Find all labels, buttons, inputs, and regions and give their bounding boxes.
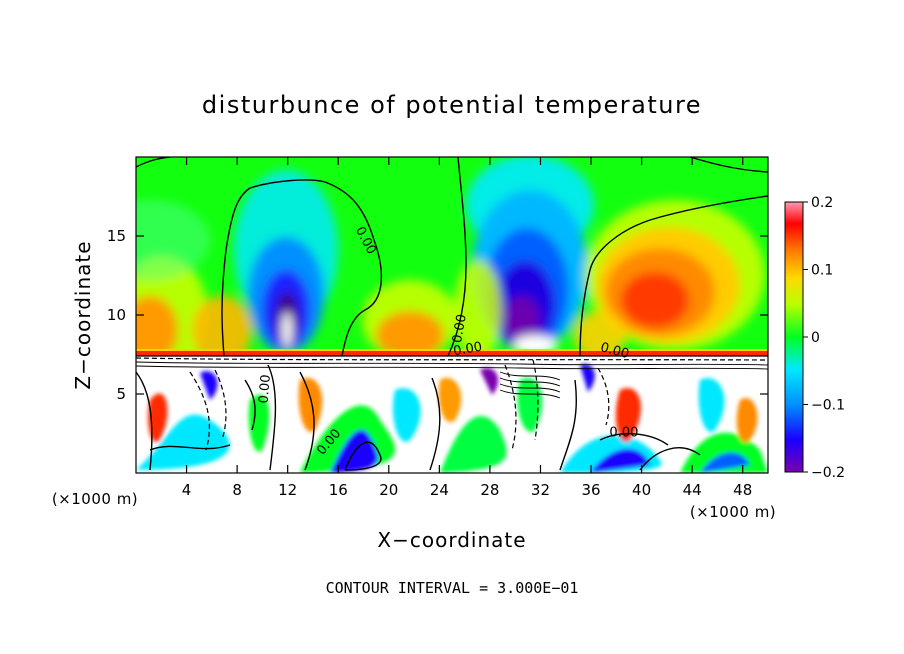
y-axis-title: Z−coordinate <box>71 240 95 389</box>
heatmap-field <box>136 157 768 473</box>
y-tick-label: 10 <box>107 306 126 324</box>
x-tick-label: 36 <box>581 481 600 499</box>
x-tick-label: 20 <box>379 481 398 499</box>
x-axis-title: X−coordinate <box>377 528 526 552</box>
x-tick-label: 24 <box>430 481 449 499</box>
colorbar-tick-label: 0 <box>811 330 820 346</box>
colorbar-tick-label: −0.1 <box>811 398 845 414</box>
x-tick-label: 44 <box>683 481 702 499</box>
x-tick-label: 32 <box>531 481 550 499</box>
contour-lines <box>136 157 768 471</box>
contour-label: 0.00 <box>452 340 483 360</box>
x-tick-label: 12 <box>278 481 297 499</box>
x-tick-label: 16 <box>329 481 348 499</box>
y-tick-label: 15 <box>107 227 126 245</box>
x-unit-label: (×1000 m) <box>690 503 776 521</box>
x-tick-label: 4 <box>182 481 192 499</box>
colorbar-gradient <box>784 201 804 473</box>
x-axis: 4 8 12 16 20 24 28 32 36 40 44 48 <box>182 157 752 499</box>
contour-interval-text: CONTOUR INTERVAL = 3.000E−01 <box>326 579 579 597</box>
colorbar-tick-label: 0.2 <box>811 195 833 211</box>
colorbar-tick-label: 0.1 <box>811 263 833 279</box>
y-axis: 5 10 15 <box>107 227 768 403</box>
x-tick-label: 48 <box>733 481 752 499</box>
contour-label: 0.00 <box>599 340 631 362</box>
x-tick-label: 28 <box>480 481 499 499</box>
contour-label: 0.00 <box>257 374 274 404</box>
y-unit-label: (×1000 m) <box>52 490 138 508</box>
contour-label: 0.00 <box>609 426 638 441</box>
colorbar: −0.2 −0.1 0 0.1 0.2 <box>784 195 845 481</box>
interface-ripples <box>136 361 768 399</box>
x-tick-label: 8 <box>232 481 242 499</box>
x-tick-label: 40 <box>632 481 651 499</box>
negative-contours <box>136 357 768 451</box>
turbulent-layer <box>136 356 768 473</box>
contour-label: 0.00 <box>450 313 470 344</box>
colorbar-tick-label: −0.2 <box>811 465 845 481</box>
y-tick-label: 5 <box>116 385 126 403</box>
colorbar-ticks: −0.2 −0.1 0 0.1 0.2 <box>803 195 845 481</box>
chart-title: disturbunce of potential temperature <box>202 91 702 119</box>
